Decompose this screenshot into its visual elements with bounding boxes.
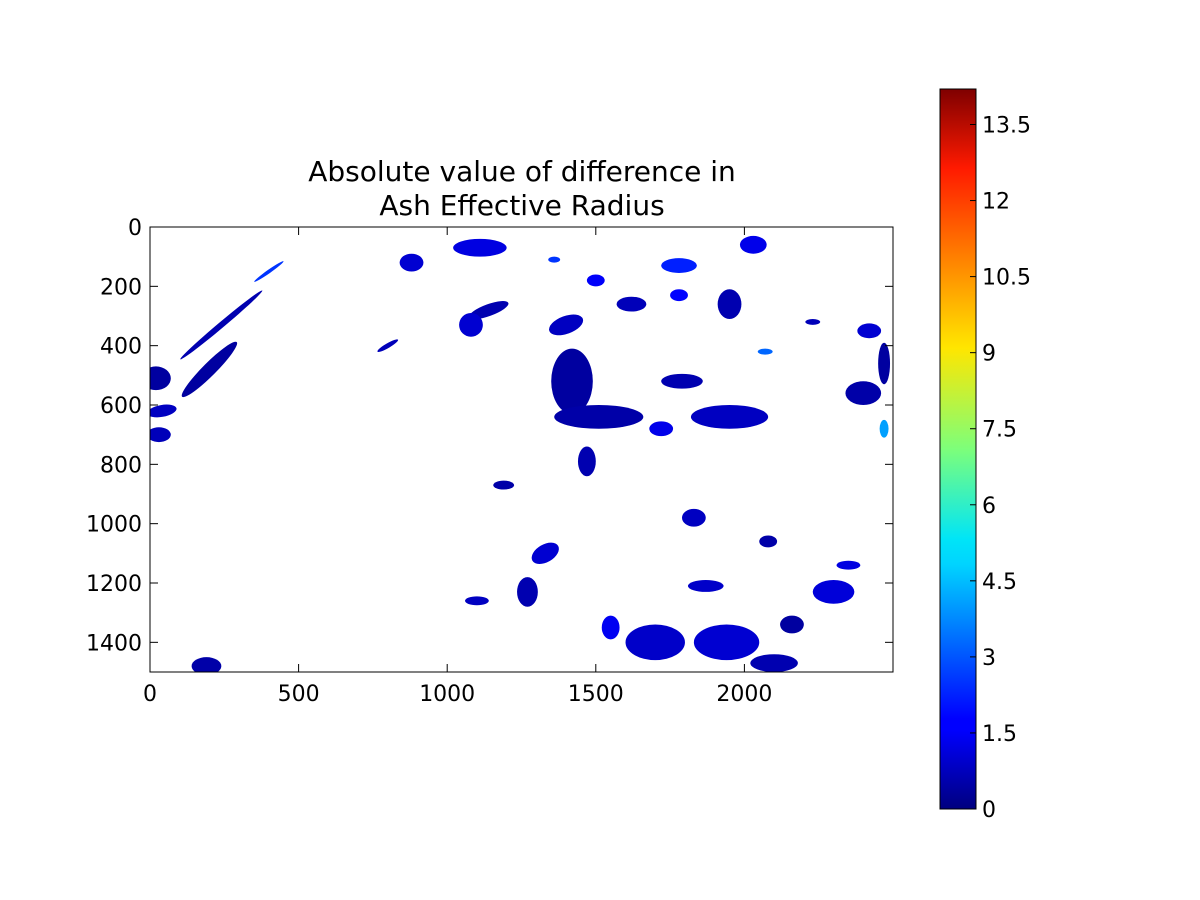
colorbar-tick-label: 0 — [982, 798, 996, 823]
plot-background — [150, 227, 893, 672]
heatmap-region — [649, 421, 674, 437]
x-tick-label: 500 — [278, 682, 320, 707]
heatmap-region — [845, 381, 882, 405]
heatmap-region — [549, 314, 584, 336]
y-tick-label: 1400 — [86, 631, 142, 656]
y-tick-label: 1000 — [86, 513, 142, 538]
heatmap-region — [399, 253, 424, 272]
heatmap-region — [857, 323, 882, 339]
heatmap-region — [757, 348, 773, 355]
heatmap-region — [780, 615, 804, 634]
heatmap-region — [551, 348, 593, 414]
y-tick-label: 200 — [100, 275, 142, 300]
y-tick-label: 0 — [128, 216, 142, 241]
heatmap-region — [670, 289, 688, 302]
x-axis: 0 500 1000 1500 2000 — [143, 227, 772, 707]
heatmap-regions — [150, 235, 891, 672]
heatmap-region — [465, 596, 489, 606]
heatmap-region — [377, 339, 399, 352]
heatmap-region — [493, 480, 515, 490]
heatmap-region — [531, 542, 559, 565]
chart-title-line-2: Ash Effective Radius — [379, 189, 664, 222]
y-tick-label: 600 — [100, 394, 142, 419]
heatmap-region — [878, 342, 891, 385]
heatmap-region — [517, 577, 538, 607]
heatmap-region — [554, 405, 644, 429]
colorbar-tick-label: 12 — [982, 190, 1010, 215]
heatmap-region — [805, 318, 821, 325]
colorbar-tick-label: 9 — [982, 342, 996, 367]
heatmap-region — [577, 446, 596, 477]
heatmap-region — [181, 341, 238, 398]
heatmap-region — [836, 560, 861, 570]
heatmap-region — [453, 238, 507, 257]
heatmap-region — [661, 258, 697, 273]
colorbar-tick-label: 3 — [982, 646, 996, 671]
heatmap-region — [750, 654, 798, 672]
colorbar-frame — [939, 88, 977, 810]
heatmap-region — [616, 296, 647, 312]
heatmap-region — [661, 373, 703, 389]
x-tick-label: 0 — [143, 682, 157, 707]
colorbar-tick-label: 10.5 — [982, 266, 1031, 291]
heatmap-region — [150, 404, 177, 418]
heatmap-region — [548, 256, 561, 263]
colorbar-tick-label: 7.5 — [982, 418, 1017, 443]
colorbar: 0 1.5 3 4.5 6 7.5 9 10.5 12 13.5 — [939, 88, 1031, 823]
plot-area — [149, 226, 894, 673]
heatmap-region — [717, 289, 742, 319]
heatmap-region — [586, 274, 605, 287]
heatmap-region — [812, 580, 855, 604]
heatmap-region — [601, 615, 620, 640]
heatmap-region — [469, 301, 509, 320]
heatmap-region — [459, 313, 483, 337]
x-tick-label: 2000 — [716, 682, 772, 707]
y-tick-label: 1200 — [86, 572, 142, 597]
heatmap-region — [879, 419, 889, 438]
colorbar-tick-label: 6 — [982, 494, 996, 519]
plot-frame — [149, 226, 894, 673]
heatmap-region — [739, 235, 767, 254]
heatmap-region — [693, 624, 760, 661]
y-tick-label: 800 — [100, 453, 142, 478]
heatmap-region — [180, 290, 263, 360]
heatmap-region — [687, 580, 724, 592]
heatmap-region — [191, 657, 222, 672]
colorbar-tick-label: 4.5 — [982, 570, 1017, 595]
heatmap-region — [625, 624, 685, 661]
x-tick-label: 1000 — [419, 682, 475, 707]
colorbar-tick-label: 13.5 — [982, 113, 1031, 138]
x-tick-label: 1500 — [568, 682, 624, 707]
heatmap-region — [759, 535, 778, 548]
chart-title-line-1: Absolute value of difference in — [308, 155, 736, 188]
heatmap-region — [690, 405, 769, 429]
y-tick-label: 400 — [100, 335, 142, 360]
colorbar-gradient — [940, 89, 976, 809]
colorbar-ticks: 0 1.5 3 4.5 6 7.5 9 10.5 12 13.5 — [970, 113, 1031, 823]
heatmap-region — [150, 366, 171, 391]
heatmap-region — [150, 427, 171, 443]
y-axis: 0 200 400 600 800 1000 1200 1400 — [86, 216, 893, 656]
colorbar-tick-label: 1.5 — [982, 722, 1017, 747]
heatmap-region — [254, 261, 284, 282]
heatmap-region — [681, 508, 706, 527]
